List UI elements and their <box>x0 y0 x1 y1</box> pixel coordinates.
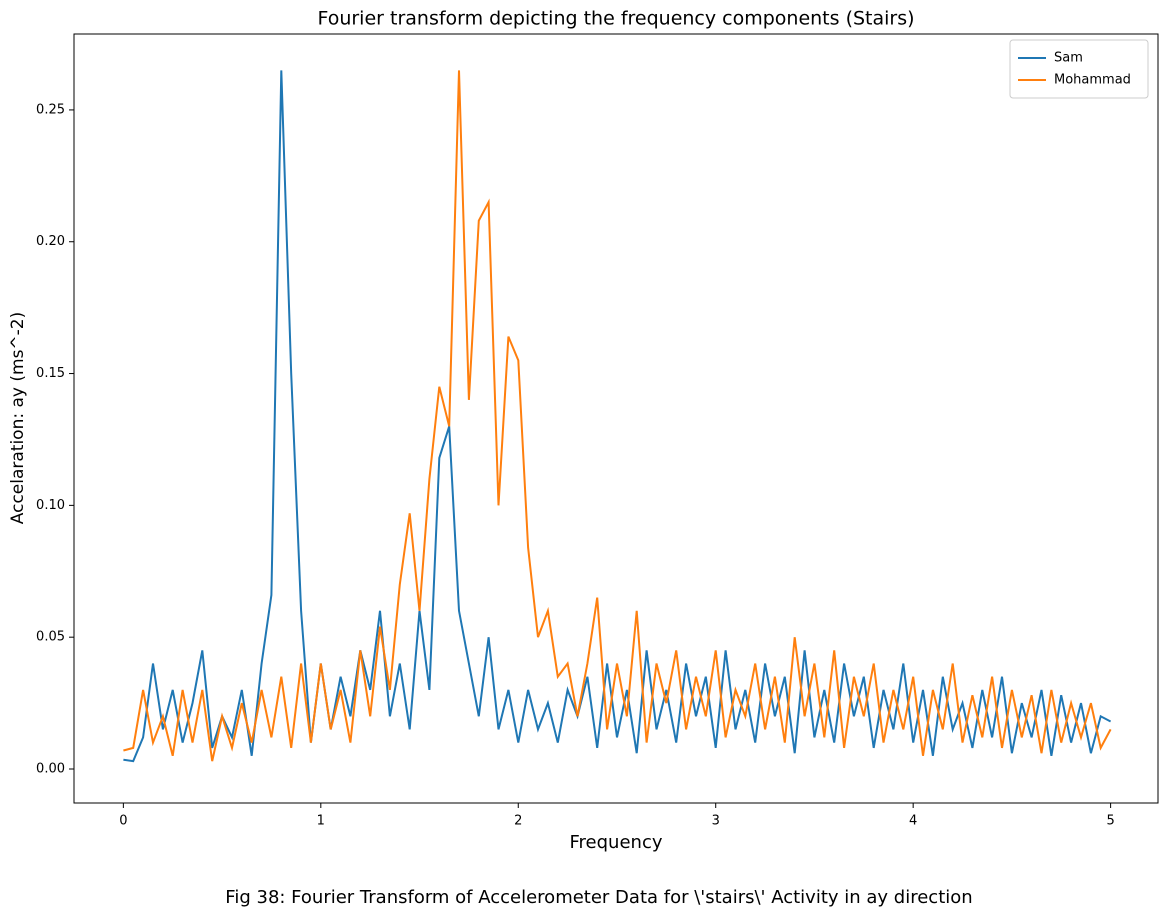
x-tick-label: 3 <box>712 814 720 829</box>
y-tick-label: 0.20 <box>36 234 65 249</box>
y-tick-label: 0.00 <box>36 761 65 776</box>
data-line <box>123 70 1112 762</box>
x-tick-label: 5 <box>1106 814 1114 829</box>
y-tick-label: 0.15 <box>36 366 65 381</box>
caption: Fig 38: Fourier Transform of Acceleromet… <box>225 887 972 908</box>
x-axis-label: Frequency <box>570 832 663 853</box>
x-tick-label: 0 <box>119 814 127 829</box>
x-tick-label: 1 <box>317 814 325 829</box>
x-tick-label: 4 <box>909 814 917 829</box>
y-tick-label: 0.25 <box>36 102 65 117</box>
legend-box <box>1009 39 1149 99</box>
y-tick-label: 0.10 <box>36 498 65 513</box>
chart-title: Fourier transform depicting the frequenc… <box>317 8 914 30</box>
data-line <box>123 70 1112 763</box>
y-axis-label: Accelaration: ay (ms^-2) <box>8 312 28 524</box>
legend-label: Mohammad <box>1054 73 1131 88</box>
x-tick-label: 2 <box>514 814 522 829</box>
y-tick-label: 0.05 <box>36 630 65 645</box>
legend-label: Sam <box>1054 51 1083 66</box>
plot-frame <box>73 33 1159 804</box>
